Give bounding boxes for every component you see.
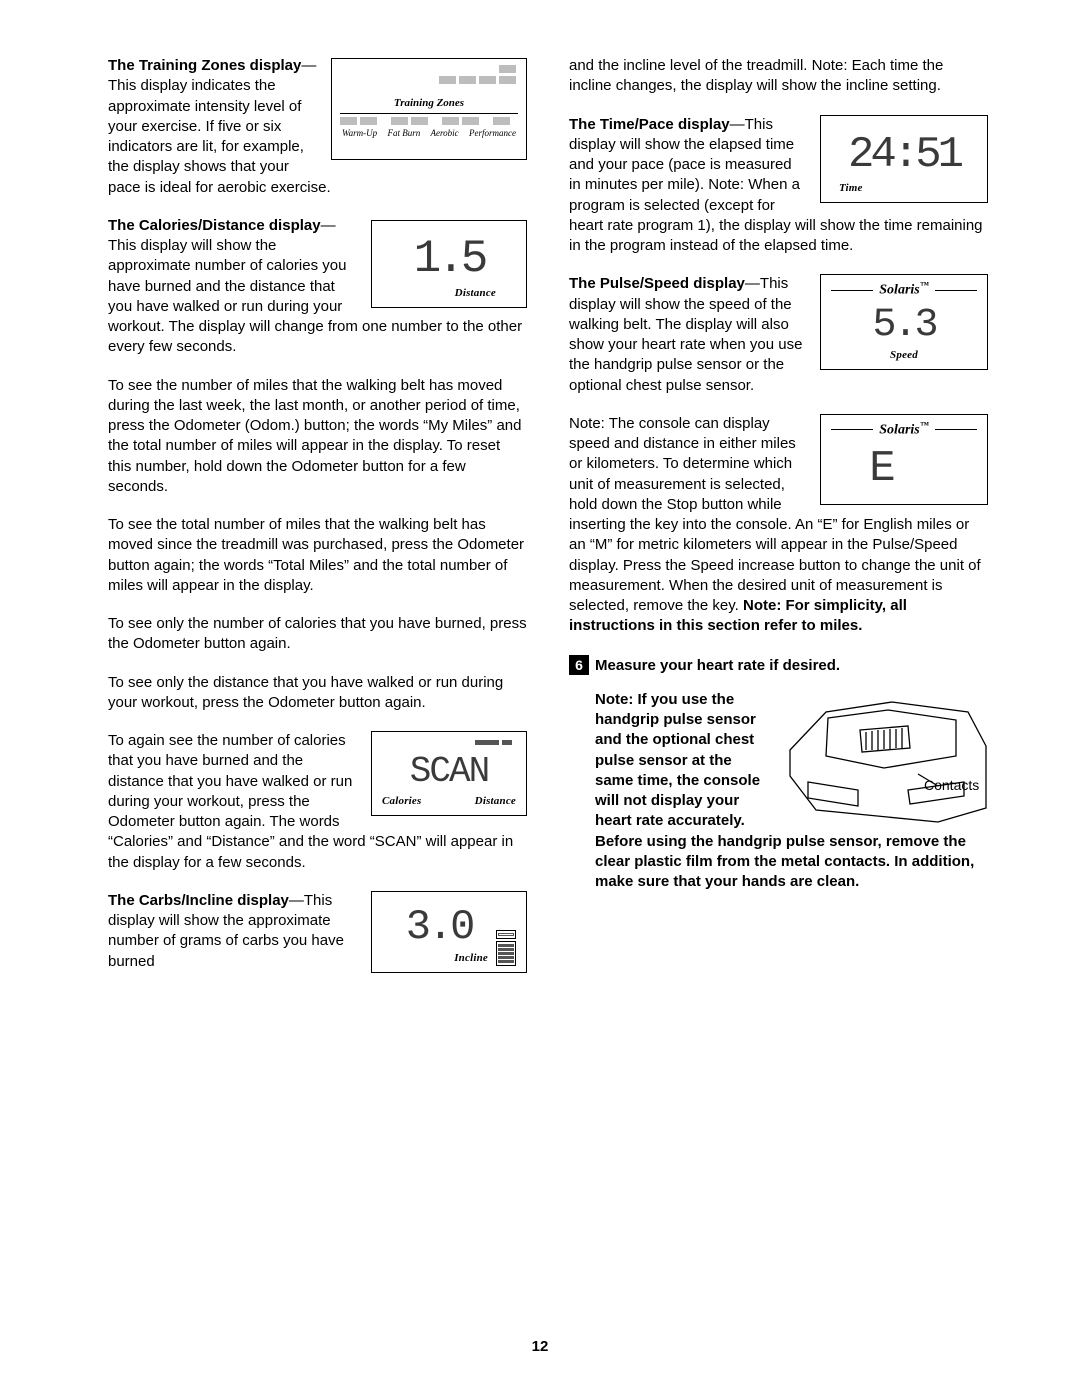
left-column: Training Zones Warm-Up Fat Burn Aerobic … [108,56,527,977]
lcd-digits: E [831,440,977,486]
tz-label: Warm-Up [342,127,377,139]
heading: The Time/Pace display [569,116,730,133]
lcd-digits: SCAN [382,747,516,787]
brand-label: Solaris™ [879,419,928,441]
contacts-figure: Contacts [788,690,988,826]
svg-text:SCAN: SCAN [410,751,488,787]
lcd-label: Incline [382,951,488,966]
lcd-digits: 3.0 [387,900,483,944]
lcd-label: Time [831,181,977,196]
incline-lcd: 3.0 Incline [371,891,527,973]
heading: The Carbs/Incline display [108,892,289,909]
distance-lcd: 1.5 Distance [371,220,527,308]
lcd-digits: 5.3 [831,301,977,341]
training-zones-figure: Training Zones Warm-Up Fat Burn Aerobic … [331,58,527,160]
body-para: and the incline level of the treadmill. … [569,56,988,97]
body-para: To see only the number of calories that … [108,614,527,655]
svg-text:24:51: 24:51 [848,130,963,174]
lcd-label: Distance [475,794,516,809]
time-lcd: 24:51 Time [820,115,988,203]
body-text: —This display will show the speed of the… [569,275,802,393]
svg-text:1.5: 1.5 [414,233,486,279]
tz-label: Aerobic [431,127,459,139]
training-zones-title: Training Zones [340,96,518,111]
step-number: 6 [569,655,589,675]
lcd-digits: 24:51 [831,124,977,174]
body-para: To see the total number of miles that th… [108,515,527,596]
lcd-digits: 1.5 [384,231,514,279]
lcd-label: Distance [384,286,514,301]
right-column: and the incline level of the treadmill. … [569,56,988,977]
svg-text:3.0: 3.0 [406,903,473,944]
svg-text:Contacts: Contacts [924,777,979,793]
body-para: To see the number of miles that the walk… [108,376,527,498]
lcd-label: Speed [831,348,977,363]
heading: The Training Zones display [108,57,301,74]
tz-label: Performance [469,127,516,139]
svg-text:E: E [869,444,894,486]
step-title: Measure your heart rate if desired. [595,655,840,676]
page-number: 12 [0,1337,1080,1357]
speed-lcd: Solaris™ 5.3 Speed [820,274,988,370]
brand-label: Solaris™ [879,279,928,301]
lcd-label: Calories [382,794,422,809]
heading: The Pulse/Speed display [569,275,745,292]
tz-label: Fat Burn [387,127,420,139]
heading: The Calories/Distance display [108,217,321,234]
incline-bars-icon [496,930,516,966]
units-lcd: Solaris™ E [820,414,988,505]
body-para: To see only the distance that you have w… [108,673,527,714]
body-text: —This display indicates the approximate … [108,57,331,196]
scan-lcd: SCAN Calories Distance [371,731,527,816]
svg-text:5.3: 5.3 [872,303,936,341]
